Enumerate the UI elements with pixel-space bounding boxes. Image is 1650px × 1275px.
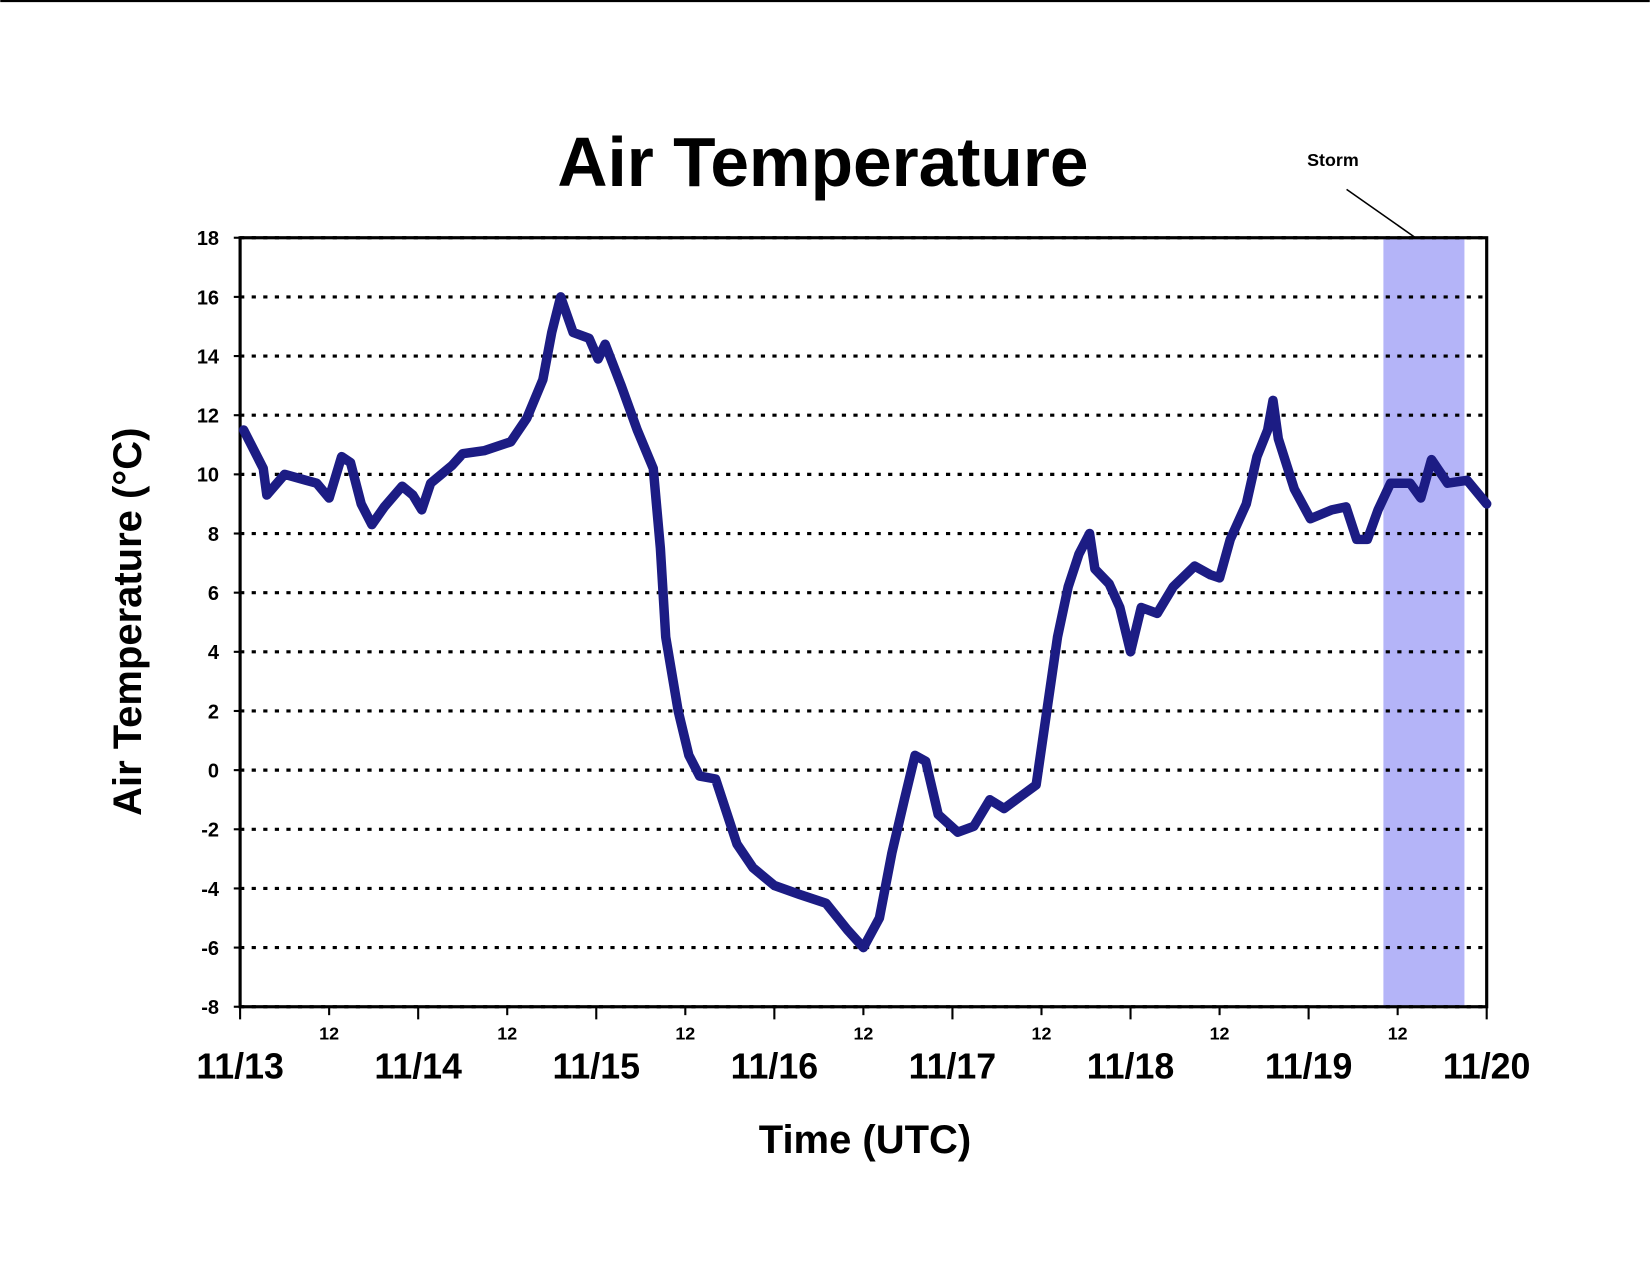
y-tick-label: 18 [197, 228, 219, 250]
y-tick-label: -4 [201, 879, 219, 901]
x-tick-label: 11/17 [909, 1046, 997, 1086]
x-tick-label: 12 [1032, 1023, 1052, 1043]
annotation-band [1383, 237, 1465, 1007]
y-tick-label: 8 [208, 524, 219, 546]
y-tick-label: 0 [208, 760, 219, 782]
x-tick-label: 11/18 [1087, 1046, 1175, 1086]
x-tick-label: 12 [1388, 1023, 1408, 1043]
y-tick-label: 16 [197, 287, 219, 309]
x-tick-label: 12 [853, 1023, 873, 1043]
y-tick-label: 14 [197, 346, 219, 368]
x-tick-label: 11/19 [1265, 1046, 1353, 1086]
chart-title: Air Temperature [557, 123, 1088, 201]
y-tick-label: -2 [201, 820, 219, 842]
y-tick-label: 6 [208, 583, 219, 605]
y-tick-label: 12 [197, 406, 219, 428]
data-line [238, 292, 1492, 953]
y-tick-label: 10 [197, 465, 219, 487]
annotation-text: Storm [1307, 150, 1359, 170]
x-tick-label: 11/13 [196, 1046, 284, 1086]
y-tick-label: -6 [201, 938, 219, 960]
y-tick-label: 2 [208, 701, 219, 723]
y-axis-label: Air Temperature (°C) [106, 428, 150, 816]
x-tick-label: 11/20 [1443, 1046, 1531, 1086]
y-tick-label: -8 [201, 997, 219, 1019]
x-tick-label: 12 [497, 1023, 517, 1043]
x-tick-label: 11/14 [374, 1046, 462, 1086]
y-tick-label: 4 [208, 642, 219, 664]
x-tick-label: 12 [1210, 1023, 1230, 1043]
annotation-leader [1346, 188, 1416, 239]
x-tick-label: 11/15 [553, 1046, 641, 1086]
x-tick-label: 12 [319, 1023, 339, 1043]
x-axis-label: Time (UTC) [759, 1118, 971, 1162]
plot-frame [238, 236, 1489, 1009]
x-tick-label: 11/16 [731, 1046, 819, 1086]
x-tick-label: 12 [675, 1023, 695, 1043]
